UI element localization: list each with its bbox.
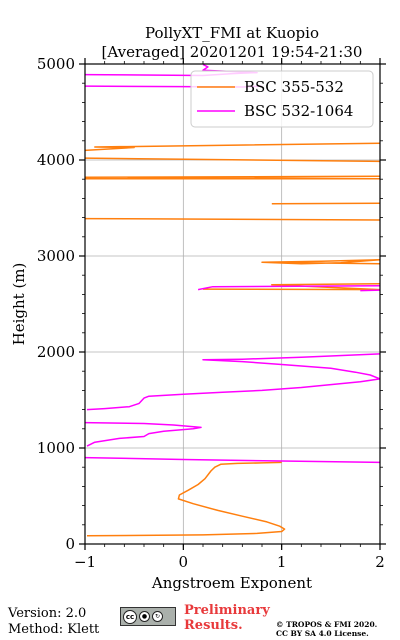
cc-by-sa-icon: cc ● ↻ — [120, 607, 176, 626]
y-tick-label: 2000 — [37, 343, 75, 361]
y-tick-label: 5000 — [37, 55, 75, 73]
copyright-notice: © TROPOS & FMI 2020. CC BY SA 4.0 Licens… — [276, 620, 377, 638]
x-tick-label: 0 — [179, 553, 189, 571]
chart-title: PollyXT_FMI at Kuopio — [145, 24, 319, 42]
x-axis-label: Angstroem Exponent — [151, 574, 312, 592]
footer-info: Version: 2.0 Method: Klett — [8, 606, 99, 638]
y-axis-label: Height (m) — [10, 263, 28, 346]
by-icon: ● — [139, 611, 150, 622]
preliminary-line-1: Preliminary — [184, 603, 270, 618]
cc-icon: cc — [123, 609, 137, 624]
series-layer — [85, 64, 380, 537]
plot-frame — [84, 63, 381, 545]
y-tick-label: 4000 — [37, 151, 75, 169]
sa-icon: ↻ — [152, 611, 163, 622]
legend-box — [190, 70, 374, 128]
preliminary-notice: Preliminary Results. — [184, 603, 270, 633]
y-tick-label: 3000 — [37, 247, 75, 265]
x-tick-label: 1 — [277, 553, 287, 571]
legend: BSC 355-532 BSC 532-1064 — [190, 70, 374, 128]
grid-layer — [84, 63, 381, 545]
x-tick-label: 2 — [375, 553, 385, 571]
x-tick-label: −1 — [74, 553, 96, 571]
y-tick-label: 0 — [65, 535, 75, 553]
series-line-bsc-355-532 — [85, 142, 380, 537]
y-tick-label: 1000 — [37, 439, 75, 457]
copyright-line-2: CC BY SA 4.0 License. — [276, 629, 369, 638]
copyright-line-1: © TROPOS & FMI 2020. — [276, 620, 378, 629]
plot-area — [85, 64, 380, 537]
legend-label-bsc-355-532: BSC 355-532 — [244, 78, 344, 96]
chart-subtitle: [Averaged] 20201201 19:54-21:30 — [102, 43, 363, 61]
legend-label-bsc-532-1064: BSC 532-1064 — [244, 102, 353, 120]
method-text: Method: Klett — [8, 622, 100, 637]
version-text: Version: 2.0 — [8, 606, 87, 621]
preliminary-line-2: Results. — [184, 618, 243, 633]
series-line-bsc-532-1064 — [85, 64, 380, 464]
